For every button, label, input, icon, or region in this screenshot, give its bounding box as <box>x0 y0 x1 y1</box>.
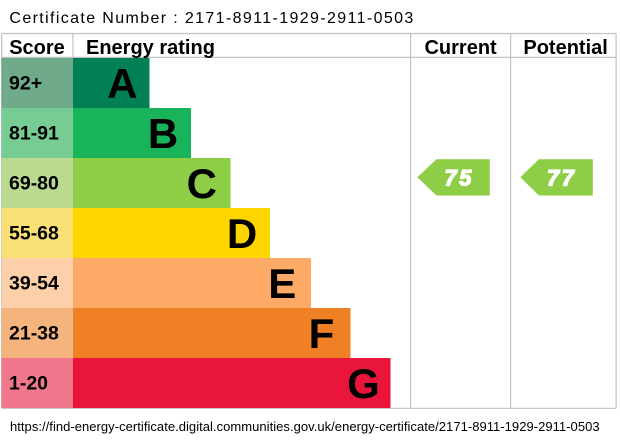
svg-text:39-54: 39-54 <box>9 273 59 295</box>
svg-text:Energy rating: Energy rating <box>86 37 215 59</box>
svg-text:E: E <box>268 260 296 307</box>
svg-text:Score: Score <box>9 37 65 59</box>
svg-text:D: D <box>227 210 257 257</box>
svg-text:B: B <box>148 110 178 157</box>
svg-text:77: 77 <box>547 166 576 191</box>
svg-text:92+: 92+ <box>9 73 42 95</box>
svg-text:A: A <box>107 60 137 107</box>
svg-text:21-38: 21-38 <box>9 323 59 345</box>
svg-text:F: F <box>309 310 335 357</box>
svg-text:69-80: 69-80 <box>9 173 59 195</box>
svg-text:Potential: Potential <box>523 37 607 59</box>
svg-text:https://find-energy-certificat: https://find-energy-certificate.digital.… <box>10 419 600 434</box>
svg-text:Certificate Number : 2171-8911: Certificate Number : 2171-8911-1929-2911… <box>9 10 414 27</box>
svg-text:Current: Current <box>424 37 497 59</box>
svg-text:G: G <box>347 360 380 407</box>
svg-text:75: 75 <box>444 166 473 191</box>
svg-text:81-91: 81-91 <box>9 123 59 145</box>
svg-text:C: C <box>187 160 217 207</box>
svg-text:1-20: 1-20 <box>9 373 48 395</box>
svg-text:55-68: 55-68 <box>9 223 59 245</box>
